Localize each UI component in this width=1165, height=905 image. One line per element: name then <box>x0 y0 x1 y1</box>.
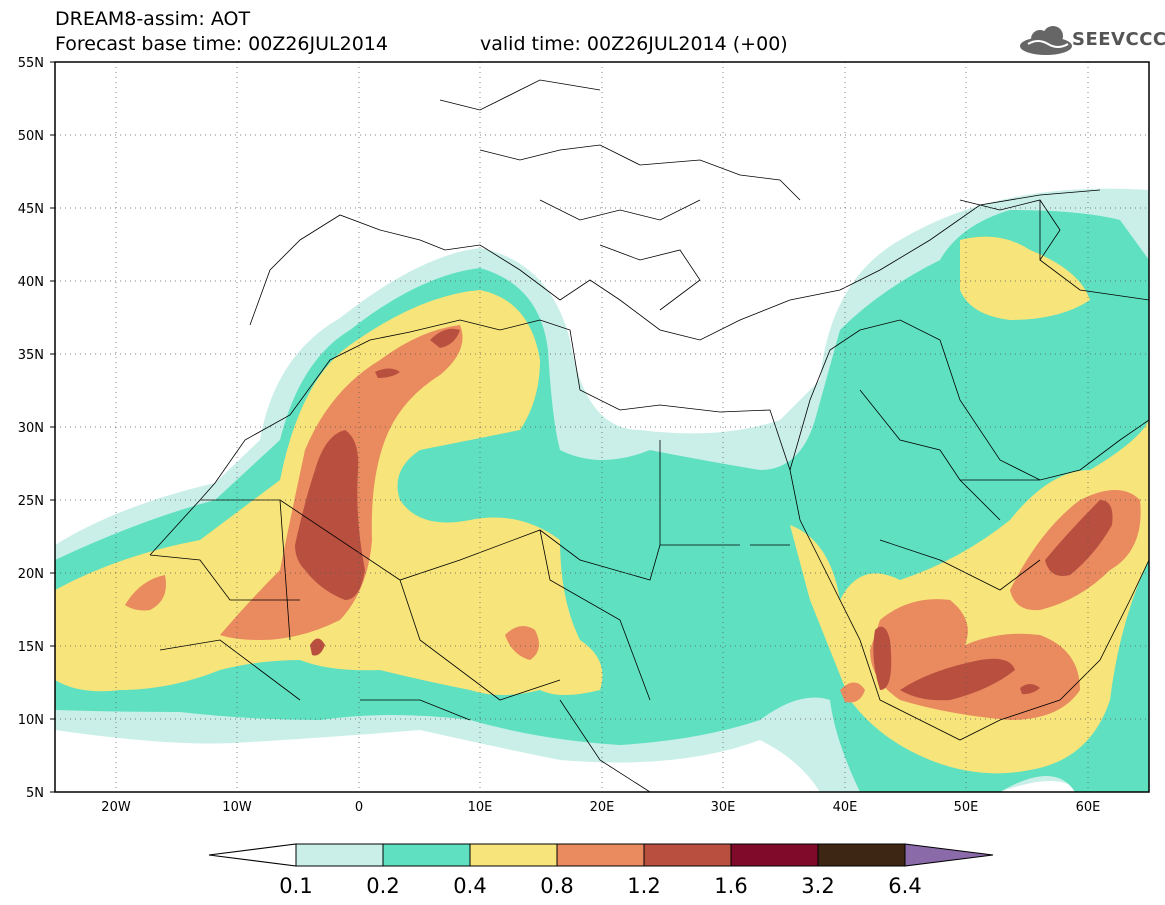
lat-labels: 55N 50N 45N 40N 35N 30N 25N 20N 15N 10N … <box>18 56 44 801</box>
logo-text: SEEVCCC <box>1072 29 1165 50</box>
lat-label: 35N <box>18 348 44 363</box>
lat-label: 55N <box>18 56 44 71</box>
lat-lon-grid <box>55 62 1149 792</box>
lat-label: 25N <box>18 494 44 509</box>
lon-label: 40E <box>833 800 858 815</box>
lon-label: 50E <box>954 800 979 815</box>
forecast-base-time: Forecast base time: 00Z26JUL2014 <box>55 33 388 55</box>
lon-label: 10E <box>468 800 493 815</box>
lon-label: 10W <box>222 800 252 815</box>
lat-label: 30N <box>18 421 44 436</box>
lon-label: 0 <box>355 800 363 815</box>
lat-label: 50N <box>18 129 44 144</box>
lon-label: 20E <box>590 800 615 815</box>
valid-time: valid time: 00Z26JUL2014 (+00) <box>480 33 788 55</box>
lon-label: 30E <box>711 800 736 815</box>
lat-label: 45N <box>18 202 44 217</box>
lat-label: 10N <box>18 713 44 728</box>
lon-label: 60E <box>1076 800 1101 815</box>
lat-label: 40N <box>18 275 44 290</box>
lat-label: 5N <box>26 786 44 801</box>
lat-label: 15N <box>18 640 44 655</box>
map-title: DREAM8-assim: AOT <box>55 8 251 30</box>
lon-labels: 20W 10W 0 10E 20E 30E 40E 50E 60E <box>101 800 1100 815</box>
lon-label: 20W <box>101 800 131 815</box>
aot-band-1.2-1.6 <box>295 328 1113 701</box>
coastlines <box>149 79 1149 792</box>
cloud-icon <box>1020 26 1072 55</box>
lat-label: 20N <box>18 567 44 582</box>
